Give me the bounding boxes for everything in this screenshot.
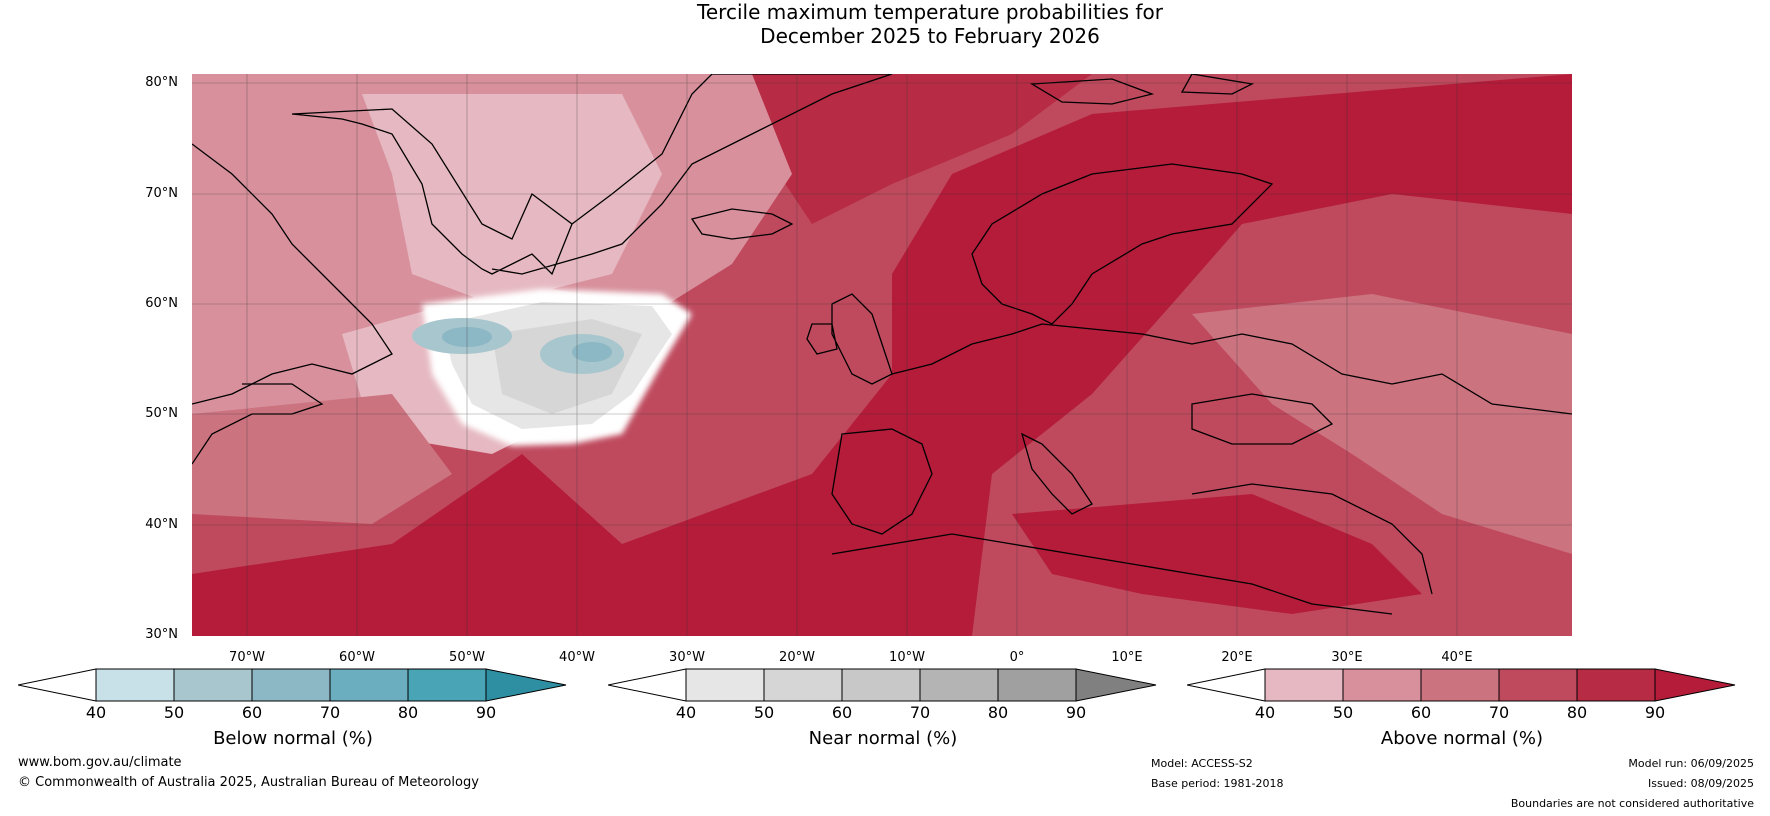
- colorbar-near-cell-0: [608, 668, 687, 702]
- colorbar-below-cell-1: [95, 668, 175, 702]
- cb-below-tick-50: 50: [163, 703, 185, 722]
- cb-near-tick-40: 40: [675, 703, 697, 722]
- lon-label-70w: 70°W: [229, 650, 265, 665]
- lat-label-60n: 60°N: [145, 296, 178, 311]
- coast-labrador: [192, 143, 393, 405]
- map-title: Tercile maximum temperature probabilitie…: [0, 0, 1770, 48]
- colorbar-near-cell-5: [997, 668, 1077, 702]
- lon-label-60w: 60°W: [339, 650, 375, 665]
- colorbar-above-cell-6: [1654, 668, 1736, 702]
- zone-mediterranean-high: [1012, 494, 1422, 614]
- colorbar-below-cell-2: [173, 668, 253, 702]
- probability-map: [192, 74, 1572, 636]
- lon-label-0: 0°: [1009, 650, 1025, 665]
- colorbar-above-cell-5: [1576, 668, 1656, 702]
- cb-below-tick-80: 80: [397, 703, 419, 722]
- colorbar-above-cell-3: [1420, 668, 1500, 702]
- lon-label-10e: 10°E: [1111, 650, 1143, 665]
- lat-label-40n: 40°N: [145, 517, 178, 532]
- colorbar-above-cell-0: [1187, 668, 1266, 702]
- colorbar-below-cell-3: [251, 668, 331, 702]
- lon-label-40w: 40°W: [559, 650, 595, 665]
- zone-greenland-lower: [362, 94, 662, 304]
- footer-issued: Issued: 08/09/2025: [1647, 777, 1754, 790]
- colorbar-near-cell-2: [763, 668, 843, 702]
- footer-disclaimer: Boundaries are not considered authoritat…: [1510, 797, 1754, 810]
- colorbar-near-normal: [608, 668, 1157, 702]
- lon-label-50w: 50°W: [449, 650, 485, 665]
- cb-near-tick-70: 70: [909, 703, 931, 722]
- colorbar-below-cell-6: [485, 668, 567, 702]
- cb-near-tick-80: 80: [987, 703, 1009, 722]
- lon-label-20w: 20°W: [779, 650, 815, 665]
- colorbar-above-normal: [1187, 668, 1736, 702]
- colorbar-below-cell-5: [407, 668, 487, 702]
- cb-below-tick-70: 70: [319, 703, 341, 722]
- lat-label-80n: 80°N: [145, 75, 178, 90]
- cb-below-tick-40: 40: [85, 703, 107, 722]
- footer-model-run: Model run: 06/09/2025: [1628, 757, 1754, 770]
- coast-greenland: [291, 74, 893, 276]
- coast-iceland: [690, 208, 794, 240]
- cb-above-tick-80: 80: [1566, 703, 1588, 722]
- lon-label-40e: 40°E: [1441, 650, 1473, 665]
- colorbar-near-cell-3: [841, 668, 921, 702]
- lon-label-10w: 10°W: [889, 650, 925, 665]
- zone-west-atlantic-mid: [192, 394, 452, 524]
- coast-black-sea: [1191, 393, 1334, 445]
- cb-above-tick-90: 90: [1644, 703, 1666, 722]
- colorbar-near-label: Near normal (%): [808, 728, 958, 749]
- colorbar-above-label: Above normal (%): [1380, 728, 1544, 749]
- zone-europe-mid: [1192, 294, 1572, 554]
- cb-above-tick-60: 60: [1410, 703, 1432, 722]
- footer-copyright: © Commonwealth of Australia 2025, Austra…: [18, 775, 479, 790]
- colorbar-near-cell-6: [1075, 668, 1157, 702]
- lat-label-50n: 50°N: [145, 406, 178, 421]
- cb-near-tick-60: 60: [831, 703, 853, 722]
- zone-atlantic-high: [192, 74, 1572, 636]
- colorbar-near-cell-4: [919, 668, 999, 702]
- coast-turkey-levant: [1191, 483, 1433, 595]
- coast-europe: [891, 323, 1572, 415]
- lon-label-30e: 30°E: [1331, 650, 1363, 665]
- coast-italy: [1020, 432, 1093, 515]
- colorbar-below-normal: [18, 668, 567, 702]
- cb-above-tick-40: 40: [1254, 703, 1276, 722]
- colorbar-near-cell-1: [685, 668, 765, 702]
- coast-iberia: [831, 428, 933, 535]
- zone-arctic-high: [752, 74, 1092, 224]
- colorbar-below-label: Below normal (%): [213, 728, 373, 749]
- cb-above-tick-70: 70: [1488, 703, 1510, 722]
- lon-label-30w: 30°W: [669, 650, 705, 665]
- coast-scandinavia: [971, 163, 1274, 325]
- lat-label-30n: 30°N: [145, 627, 178, 642]
- footer-model: Model: ACCESS-S2: [1151, 757, 1253, 770]
- cb-near-tick-90: 90: [1065, 703, 1087, 722]
- title-line-1: Tercile maximum temperature probabilitie…: [697, 0, 1163, 24]
- colorbar-above-cell-2: [1342, 668, 1422, 702]
- colorbar-above-cell-1: [1264, 668, 1344, 702]
- cb-below-tick-90: 90: [475, 703, 497, 722]
- colorbar-below-cell-0: [18, 668, 97, 702]
- cb-near-tick-50: 50: [753, 703, 775, 722]
- footer-base-period: Base period: 1981-2018: [1151, 777, 1284, 790]
- lat-label-70n: 70°N: [145, 186, 178, 201]
- lon-label-20e: 20°E: [1221, 650, 1253, 665]
- footer-website: www.bom.gov.au/climate: [18, 755, 182, 770]
- zone-below-normal-east-core: [572, 342, 612, 362]
- coast-africa: [831, 533, 1393, 615]
- cb-above-tick-50: 50: [1332, 703, 1354, 722]
- cb-below-tick-60: 60: [241, 703, 263, 722]
- title-line-2: December 2025 to February 2026: [760, 24, 1100, 48]
- colorbar-below-cell-4: [329, 668, 409, 702]
- colorbar-above-cell-4: [1498, 668, 1578, 702]
- gridlines: [192, 74, 1572, 636]
- coast-arctic-islands: [1029, 74, 1255, 105]
